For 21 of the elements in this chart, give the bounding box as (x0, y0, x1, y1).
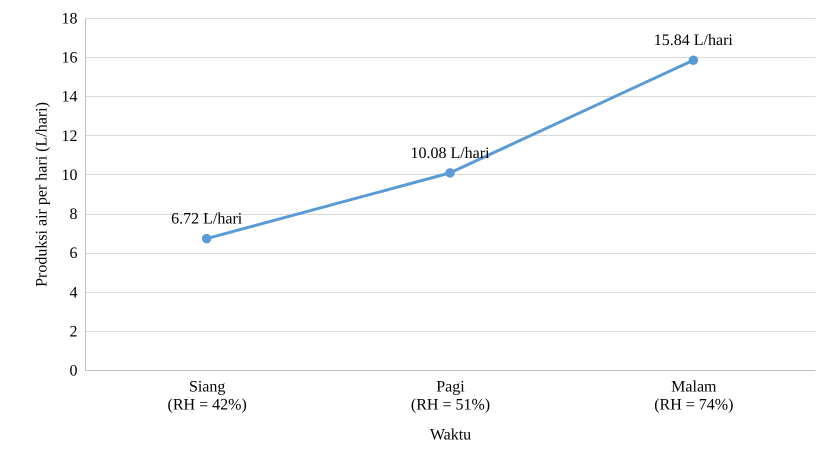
data-label: 6.72 L/hari (171, 210, 243, 228)
y-tick-label: 8 (70, 206, 78, 224)
y-axis-title: Produksi air per hari (L/hari) (34, 102, 50, 287)
point (445, 168, 455, 178)
x-tick-label: Pagi (RH = 51%) (410, 378, 490, 414)
data-label: 15.84 L/hari (654, 32, 734, 50)
data-label: 10.08 L/hari (410, 144, 490, 162)
y-tick-label: 2 (70, 323, 78, 340)
y-tick-label: 6 (70, 245, 78, 262)
y-tick-label: 14 (62, 88, 78, 106)
y-tick-label: 4 (70, 284, 78, 302)
y-tick-label: 16 (62, 50, 78, 67)
x-tick-label: Siang (RH = 42%) (168, 378, 247, 414)
y-tick-label: 10 (62, 166, 78, 184)
point (688, 56, 698, 65)
x-tick-label: Malam (RH = 74%) (654, 378, 734, 414)
y-tick-label: 0 (70, 362, 78, 380)
y-tick-label: 18 (62, 10, 78, 28)
point (202, 234, 212, 244)
y-tick-label: 12 (62, 128, 78, 145)
x-axis-title: Waktu (430, 426, 472, 444)
